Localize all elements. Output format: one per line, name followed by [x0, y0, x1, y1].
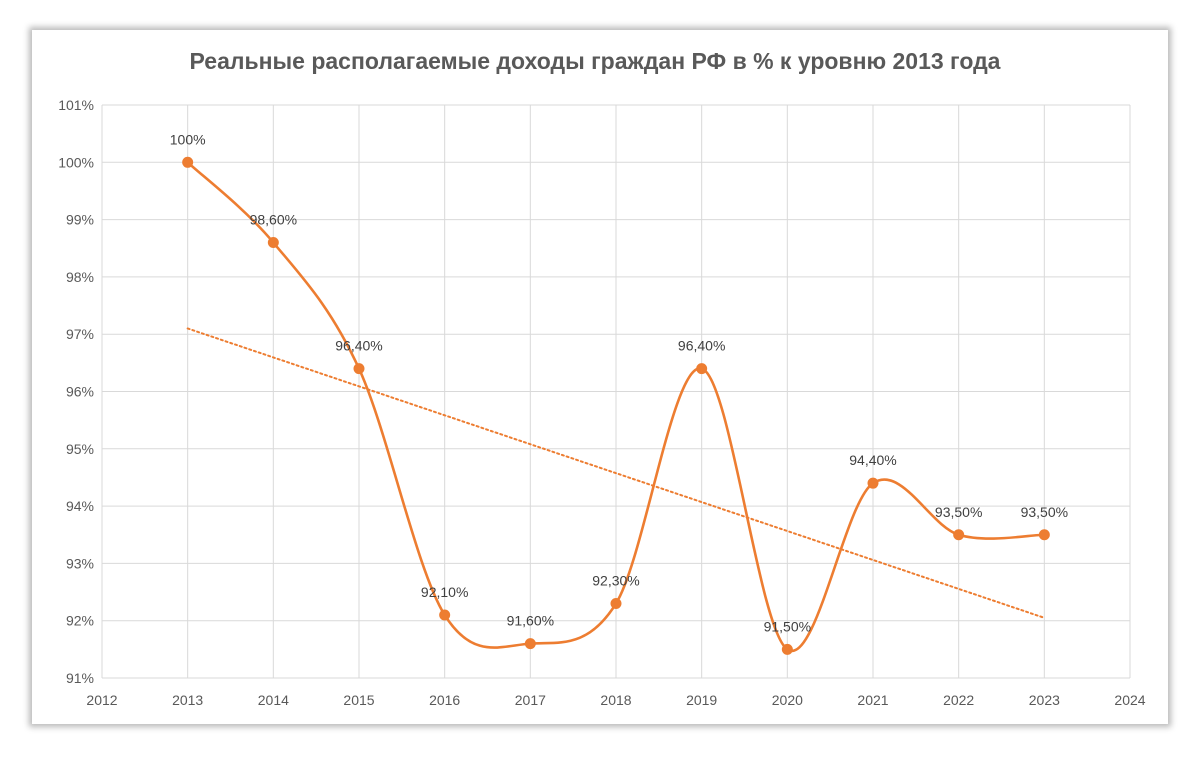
x-tick-label: 2024 — [1114, 692, 1145, 708]
y-tick-label: 100% — [58, 154, 94, 170]
y-tick-label: 96% — [66, 384, 94, 400]
data-point — [353, 363, 365, 375]
data-point — [182, 156, 194, 168]
data-point — [524, 638, 536, 650]
x-tick-label: 2018 — [600, 692, 631, 708]
x-tick-label: 2020 — [772, 692, 803, 708]
y-tick-label: 98% — [66, 269, 94, 285]
x-tick-label: 2017 — [515, 692, 546, 708]
trendline-group — [186, 327, 1046, 619]
y-tick-label: 94% — [66, 498, 94, 514]
y-gridlines — [102, 104, 1130, 679]
y-tick-label: 91% — [66, 670, 94, 686]
data-point — [867, 477, 879, 489]
data-point — [439, 609, 451, 621]
y-tick-label: 95% — [66, 441, 94, 457]
data-label: 96,40% — [678, 338, 725, 354]
x-tick-label: 2021 — [857, 692, 888, 708]
data-label: 94,40% — [849, 452, 896, 468]
x-tick-label: 2013 — [172, 692, 203, 708]
x-axis-ticks: 2012 2013 2014 2015 2016 2017 2018 2019 2020 2021… — [86, 692, 1145, 708]
data-point — [781, 643, 793, 655]
data-label: 93,50% — [1021, 504, 1068, 520]
x-tick-label: 2019 — [686, 692, 717, 708]
data-label: 98,60% — [250, 212, 297, 228]
data-label: 96,40% — [335, 338, 382, 354]
data-label: 93,50% — [935, 504, 982, 520]
data-label: 100% — [170, 131, 206, 147]
x-tick-label: 2016 — [429, 692, 460, 708]
data-point — [1038, 529, 1050, 541]
data-point — [267, 237, 279, 249]
data-label: 92,30% — [592, 573, 639, 589]
data-label: 92,10% — [421, 584, 468, 600]
data-labels-group: 100% 98,60% 96,40% 92,10% 91,60% 92,30% 96,40%… — [170, 131, 1068, 634]
line-chart: Реальные располагаемые доходы граждан РФ… — [58, 48, 1146, 708]
x-tick-label: 2015 — [343, 692, 374, 708]
y-axis-ticks: 91% 92% 93% 94% 95% 96% 97% 98% 99% 100% 101% — [58, 97, 94, 686]
chart-card: Реальные располагаемые доходы граждан РФ… — [32, 30, 1168, 724]
y-tick-label: 99% — [66, 212, 94, 228]
x-tick-label: 2022 — [943, 692, 974, 708]
chart-title: Реальные располагаемые доходы граждан РФ… — [190, 48, 1001, 74]
y-tick-label: 97% — [66, 326, 94, 342]
x-tick-label: 2012 — [86, 692, 117, 708]
x-tick-label: 2014 — [258, 692, 289, 708]
data-point — [696, 363, 708, 375]
data-point — [953, 529, 965, 541]
y-tick-label: 101% — [58, 97, 94, 113]
data-label: 91,60% — [507, 613, 554, 629]
trendline — [186, 327, 1046, 619]
data-point — [610, 598, 622, 610]
y-tick-label: 93% — [66, 555, 94, 571]
x-tick-label: 2023 — [1029, 692, 1060, 708]
markers-group — [182, 156, 1050, 655]
data-label: 91,50% — [764, 618, 811, 634]
y-tick-label: 92% — [66, 613, 94, 629]
